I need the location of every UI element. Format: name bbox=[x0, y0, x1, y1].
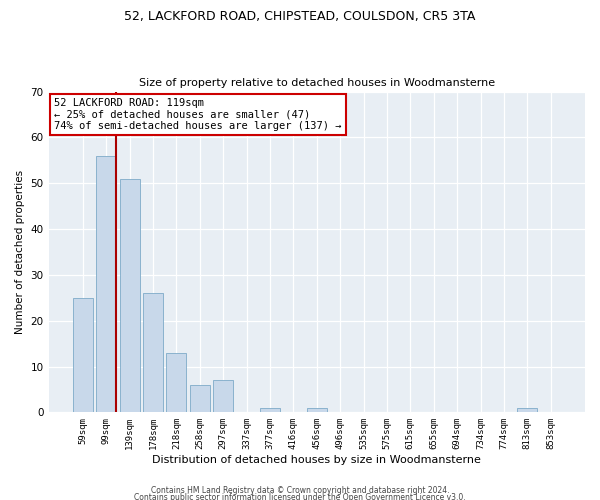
Text: Contains HM Land Registry data © Crown copyright and database right 2024.: Contains HM Land Registry data © Crown c… bbox=[151, 486, 449, 495]
Bar bbox=[73, 298, 93, 412]
Bar bbox=[307, 408, 327, 412]
Bar bbox=[143, 293, 163, 412]
Bar bbox=[97, 156, 116, 412]
Bar bbox=[213, 380, 233, 412]
Text: 52, LACKFORD ROAD, CHIPSTEAD, COULSDON, CR5 3TA: 52, LACKFORD ROAD, CHIPSTEAD, COULSDON, … bbox=[124, 10, 476, 23]
Bar bbox=[166, 353, 187, 412]
Bar bbox=[120, 178, 140, 412]
Bar bbox=[260, 408, 280, 412]
Text: 52 LACKFORD ROAD: 119sqm
← 25% of detached houses are smaller (47)
74% of semi-d: 52 LACKFORD ROAD: 119sqm ← 25% of detach… bbox=[54, 98, 341, 131]
Y-axis label: Number of detached properties: Number of detached properties bbox=[15, 170, 25, 334]
Bar bbox=[190, 385, 210, 412]
Title: Size of property relative to detached houses in Woodmansterne: Size of property relative to detached ho… bbox=[139, 78, 495, 88]
X-axis label: Distribution of detached houses by size in Woodmansterne: Distribution of detached houses by size … bbox=[152, 455, 481, 465]
Text: Contains public sector information licensed under the Open Government Licence v3: Contains public sector information licen… bbox=[134, 494, 466, 500]
Bar bbox=[517, 408, 537, 412]
